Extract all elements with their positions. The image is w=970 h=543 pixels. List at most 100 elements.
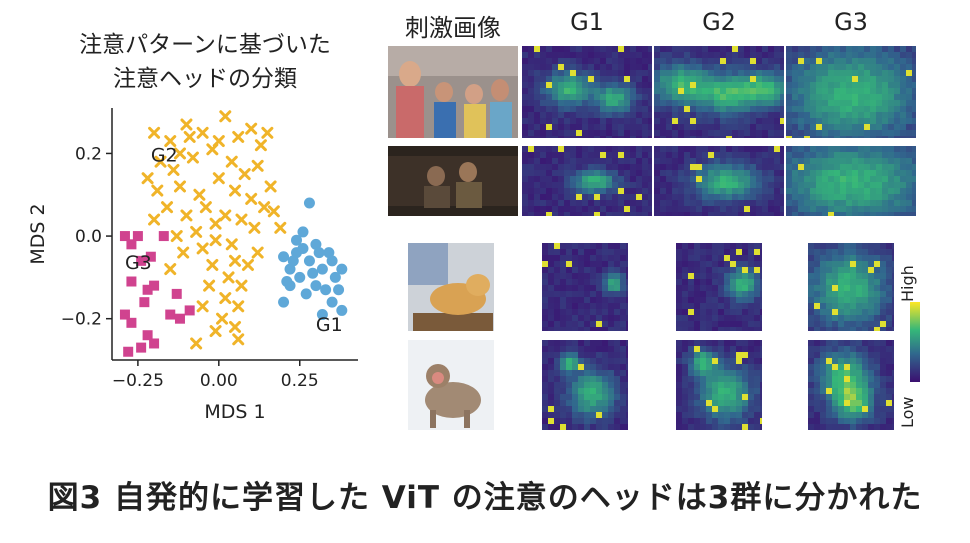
colorbar-high-label: High	[898, 265, 917, 302]
heatmap-row4-g2	[676, 340, 766, 430]
point-g2	[219, 209, 232, 222]
point-g2	[141, 172, 154, 185]
point-g3	[119, 231, 130, 242]
point-g1	[278, 296, 290, 308]
heatmap-row2-g1	[522, 146, 654, 218]
point-g2	[190, 225, 203, 238]
point-g3	[142, 284, 153, 295]
plot-title-line2: 注意ヘッドの分類	[113, 66, 297, 92]
y-tick-label: 0.0	[75, 227, 102, 247]
point-g2	[164, 263, 177, 276]
point-g2	[164, 135, 177, 148]
cluster-label-g2: G2	[151, 145, 178, 167]
heatmap-row1-g1	[522, 46, 654, 142]
point-g2	[170, 230, 183, 243]
point-g2	[173, 147, 186, 160]
column-header-g2: G2	[702, 8, 736, 36]
point-g1	[297, 226, 309, 238]
heatmap-row3-g1	[542, 243, 632, 333]
point-g1	[284, 263, 296, 275]
point-g2	[229, 320, 241, 333]
point-g3	[136, 342, 147, 353]
point-g2	[209, 217, 222, 230]
point-g2	[167, 163, 180, 176]
point-g2	[203, 279, 216, 292]
heatmap-row1-g2	[654, 46, 786, 142]
column-header-g3: G3	[834, 8, 868, 36]
mds-scatter-plot: −0.25 0.00 0.25 −0.2 0.0 0.2 MDS 1 MDS 2 G1 G2 G3	[27, 108, 358, 423]
cluster-label-g3: G3	[125, 252, 152, 274]
point-g1	[326, 255, 338, 267]
point-g3	[139, 297, 150, 308]
point-g2	[193, 188, 206, 201]
point-g2	[212, 172, 225, 185]
point-g3	[142, 330, 153, 341]
point-g2	[225, 155, 238, 168]
point-g1	[333, 284, 345, 296]
point-g3	[126, 317, 137, 328]
point-g1	[287, 255, 299, 267]
point-g1	[278, 251, 290, 263]
point-g1	[320, 284, 332, 296]
point-g1	[329, 271, 341, 283]
heatmap-row3-g3	[808, 243, 898, 333]
column-header-stimulus: 刺激画像	[405, 14, 501, 42]
colorbar-low-label: Low	[898, 396, 917, 428]
point-g2	[219, 110, 232, 123]
y-tick-label: 0.2	[75, 144, 102, 164]
point-g2	[212, 135, 225, 148]
point-g2	[235, 213, 248, 226]
point-g3	[145, 251, 156, 262]
y-axis-label: MDS 2	[27, 203, 49, 264]
point-g2	[154, 155, 167, 168]
stimulus-image-kids	[388, 46, 518, 138]
point-g3	[123, 346, 134, 357]
point-g2	[183, 130, 196, 143]
point-g1	[310, 280, 322, 292]
point-g2	[196, 126, 209, 139]
point-g2	[209, 325, 222, 338]
point-g2	[232, 130, 245, 143]
point-g2	[251, 246, 264, 259]
point-g2	[238, 168, 251, 181]
point-g2	[186, 151, 199, 164]
heatmap-row3-g2	[676, 243, 766, 333]
point-g1	[316, 263, 328, 275]
x-tick-label: −0.25	[112, 371, 164, 391]
point-g2	[261, 126, 274, 139]
point-g2	[267, 205, 280, 218]
point-g2	[241, 258, 254, 271]
colorbar-gradient	[910, 302, 920, 382]
x-axis-label: MDS 1	[204, 401, 265, 423]
point-g2	[229, 184, 241, 197]
point-g2	[258, 201, 271, 214]
point-g2	[196, 242, 209, 255]
column-header-g1: G1	[570, 8, 604, 36]
point-g2	[264, 180, 277, 193]
point-g2	[245, 122, 258, 135]
point-g1	[297, 242, 309, 254]
point-g2	[251, 159, 264, 172]
stimulus-image-cat	[408, 243, 494, 331]
point-g2	[254, 139, 267, 152]
heatmap-row2-g2	[654, 146, 786, 218]
point-g2	[180, 209, 193, 222]
point-g2	[225, 238, 238, 251]
point-g2	[222, 271, 235, 284]
point-g3	[158, 231, 169, 242]
point-g2	[196, 300, 209, 313]
point-g1	[291, 234, 302, 246]
point-g2	[248, 221, 261, 234]
point-g2	[232, 333, 245, 346]
point-g2	[232, 300, 245, 313]
point-g3	[149, 280, 160, 291]
point-g2	[148, 126, 161, 139]
heatmap-row2-g3	[786, 146, 918, 218]
stimulus-image-monkey	[408, 340, 494, 430]
point-g1	[300, 288, 312, 300]
point-g1	[294, 271, 306, 283]
point-g2	[173, 180, 186, 193]
cluster-label-g1: G1	[316, 314, 343, 336]
x-tick-label: 0.25	[281, 371, 319, 391]
figure-caption: 図3 自発的に学習した ViT の注意のヘッドは3群に分かれた	[47, 480, 923, 516]
